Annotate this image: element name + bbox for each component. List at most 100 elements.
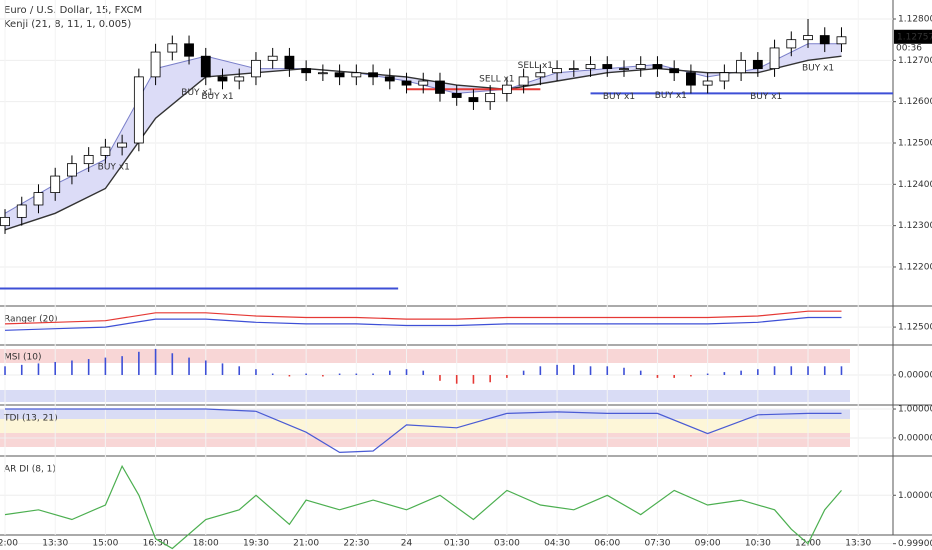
x-tick-label: 07:30 xyxy=(644,539,670,549)
band-upper xyxy=(4,43,842,214)
candle-body xyxy=(485,93,496,103)
candle-body xyxy=(736,59,746,74)
x-tick-label: 04:30 xyxy=(544,539,570,549)
candle-body xyxy=(384,76,395,82)
candle-body xyxy=(786,39,797,49)
candle-body xyxy=(568,68,579,71)
candle-body xyxy=(702,80,713,86)
candle-body xyxy=(435,80,445,94)
indicator-label: Kenji (21, 8, 11, 1, 0.005) xyxy=(4,19,131,30)
y-tick-label: 1.12800 xyxy=(898,15,932,25)
countdown: 00:36 xyxy=(896,44,922,54)
signal-label: BUY x1 xyxy=(750,92,782,102)
candle-body xyxy=(317,72,328,75)
tdi-lower-zone xyxy=(0,433,850,447)
x-tick-label: 19:30 xyxy=(243,539,269,549)
signal-label: BUY x1 xyxy=(181,88,213,98)
x-tick-label: 12:00 xyxy=(0,539,18,549)
candle-body xyxy=(16,204,27,218)
band-lower xyxy=(4,55,842,231)
candle-body xyxy=(284,55,295,70)
candle-body xyxy=(33,192,44,206)
candle-body xyxy=(602,64,613,70)
x-tick-label: 03:00 xyxy=(494,539,520,549)
candle-body xyxy=(267,55,278,61)
indicator-line xyxy=(4,464,842,550)
candle-body xyxy=(334,72,345,78)
candle-body xyxy=(468,97,479,103)
candle-body xyxy=(217,76,228,82)
y-tick-label: 1.12700 xyxy=(898,56,932,66)
candle-body xyxy=(0,216,10,227)
x-tick-label: 01:30 xyxy=(444,539,470,549)
indicator-line xyxy=(4,310,842,325)
x-tick-label: 24 xyxy=(401,539,413,549)
candle-body xyxy=(719,72,730,82)
y-tick-label: 1.12400 xyxy=(898,180,932,190)
candle-body xyxy=(401,80,412,86)
signal-label: BUY x1 xyxy=(98,162,130,172)
y-tick-label: 1.12300 xyxy=(898,221,932,231)
candle-body xyxy=(234,76,245,82)
x-tick-label: 18:00 xyxy=(193,539,219,549)
x-tick-label: 22:30 xyxy=(343,539,369,549)
x-tick-label: 10:30 xyxy=(745,539,771,549)
candle-body xyxy=(67,163,77,177)
msi-lower-zone xyxy=(0,390,850,402)
candle-body xyxy=(50,175,61,193)
candle-body xyxy=(301,68,312,74)
candle-body xyxy=(200,55,211,78)
signal-label: SELL x1 xyxy=(479,74,514,84)
candle-body xyxy=(686,72,696,86)
candle-body xyxy=(803,35,813,41)
signal-label: BUY x1 xyxy=(802,63,834,73)
x-tick-label: 15:00 xyxy=(92,539,118,549)
pane-label: MSI (10) xyxy=(4,353,41,363)
candle-body xyxy=(184,43,194,57)
candle-body xyxy=(133,76,144,144)
y-tick-label: 1.12500 xyxy=(898,323,932,333)
candle-body xyxy=(752,59,763,70)
candle-body xyxy=(451,93,462,98)
candle-body xyxy=(619,68,629,71)
candle-body xyxy=(552,68,562,74)
candle-body xyxy=(167,43,178,53)
y-tick-label: 1.12600 xyxy=(898,97,932,107)
candle-body xyxy=(117,142,128,148)
symbol-title: Euro / U.S. Dollar, 15, FXCM xyxy=(4,5,142,16)
candle-body xyxy=(100,146,111,156)
candle-body xyxy=(585,64,596,70)
candle-body xyxy=(351,72,362,78)
signal-label: SELL x1 xyxy=(518,61,553,71)
signal-label: BUY x1 xyxy=(201,92,233,102)
candle-body xyxy=(836,36,847,45)
candle-body xyxy=(635,64,646,70)
indicator-line xyxy=(4,316,842,331)
pane-label: TDI (13, 21) xyxy=(3,414,58,424)
msi-upper-zone xyxy=(0,349,850,363)
y-tick-label: 0.00000 xyxy=(898,371,932,381)
candle-body xyxy=(251,59,261,78)
candle-body xyxy=(83,154,94,165)
candle-body xyxy=(518,76,529,86)
pane-label: AR DI (8, 1) xyxy=(4,465,56,475)
signal-label: BUY x1 xyxy=(603,92,635,102)
x-tick-label: 06:00 xyxy=(594,539,620,549)
indicator-line xyxy=(5,408,842,454)
pane-backgrounds xyxy=(0,349,850,447)
y-tick-label: 1.00000 xyxy=(898,491,932,501)
last-price-box xyxy=(894,29,932,44)
candle-body xyxy=(535,72,546,78)
candle-body xyxy=(769,47,780,70)
y-tick-label: 1.12500 xyxy=(898,138,932,148)
candle-body xyxy=(501,84,512,94)
x-tick-label: 21:00 xyxy=(293,539,319,549)
y-tick-label: 1.12200 xyxy=(898,262,932,272)
tdi-upper-zone xyxy=(0,409,850,419)
candle-body xyxy=(150,51,161,78)
y-tick-label: 0.00000 xyxy=(898,433,932,443)
candle-body xyxy=(819,35,830,45)
x-tick-label: 09:00 xyxy=(695,539,721,549)
signal-label: BUY x1 xyxy=(655,91,687,101)
